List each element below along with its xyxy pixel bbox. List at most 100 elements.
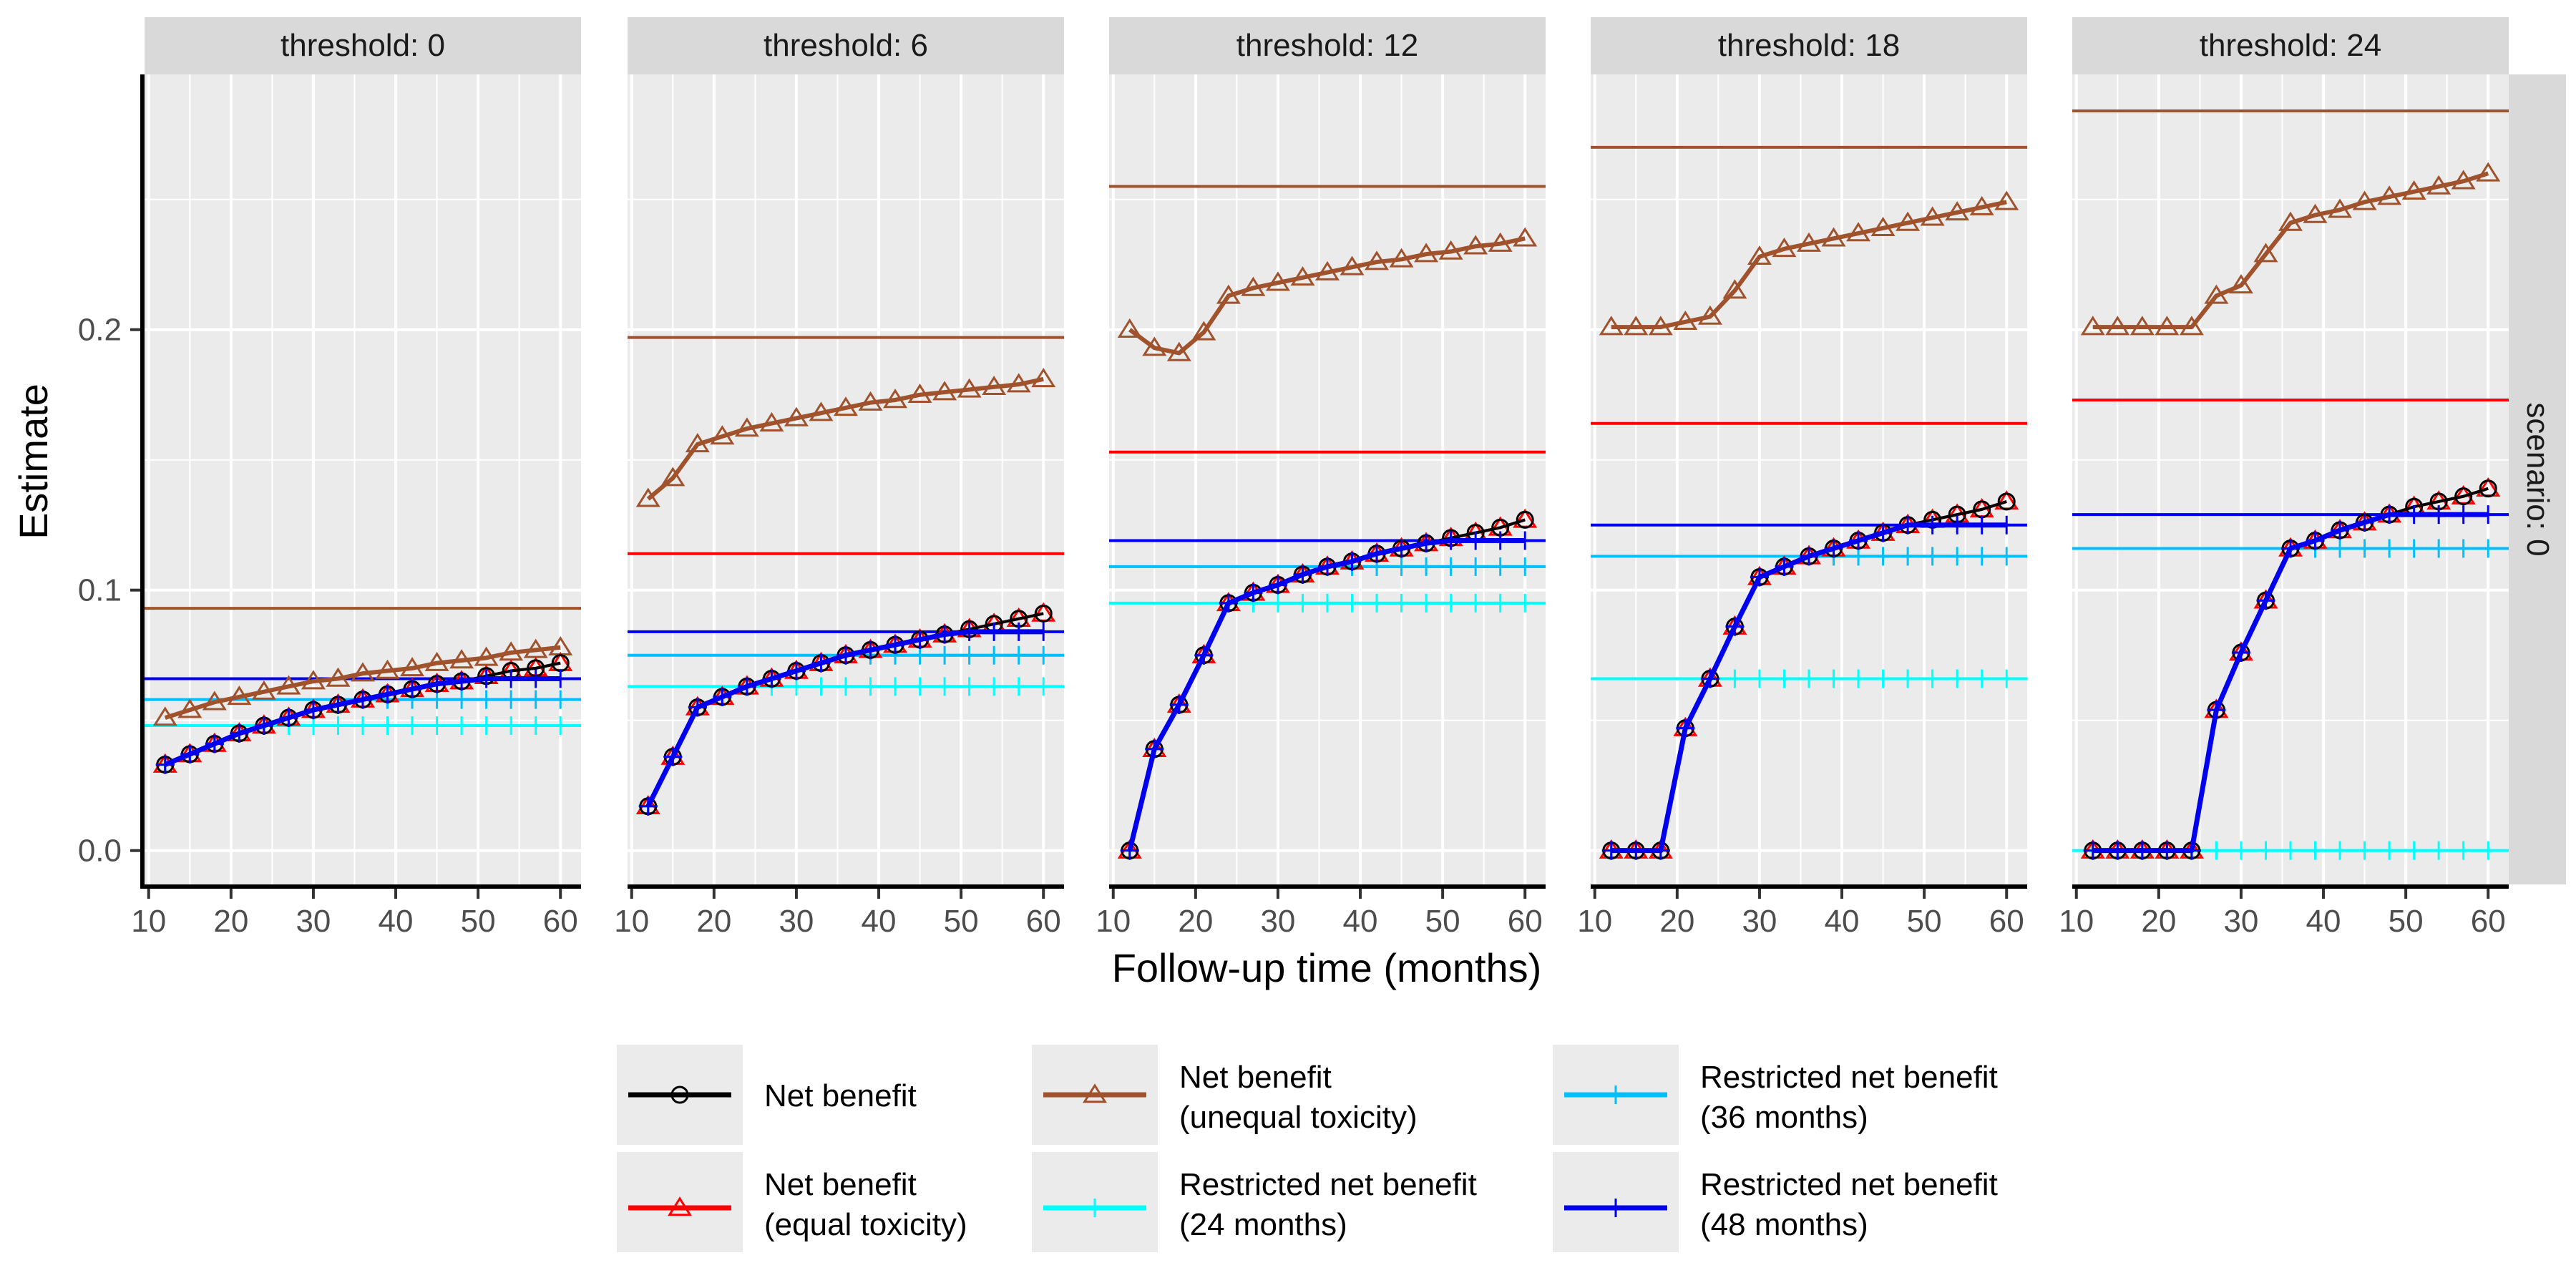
point-nb_uneq [734, 417, 759, 437]
point-nb_uneq [2303, 203, 2328, 223]
point-nb_uneq [2155, 316, 2180, 336]
point-rnb48 [762, 669, 781, 688]
point-rnb48 [2479, 505, 2498, 525]
series-nb_uneq [1599, 190, 2019, 336]
point-rnb24 [303, 716, 323, 735]
point-rnb24 [378, 716, 397, 735]
point-rnb48 [2182, 841, 2201, 860]
point-rnb24 [1898, 669, 1918, 688]
point-rnb36 [502, 690, 521, 709]
point-rnb36 [2429, 539, 2449, 558]
point-nb_uneq [1117, 318, 1142, 338]
point-rnb48 [353, 690, 372, 709]
x-tick-label: 50 [1907, 904, 1942, 939]
x-tick-label: 40 [1825, 904, 1860, 939]
point-rnb48 [713, 687, 732, 706]
point-nb_uneq [1697, 305, 1722, 325]
point-nb [1997, 492, 2016, 511]
strip-background [1109, 17, 1546, 74]
series-nb_uneq [1117, 227, 1538, 361]
point-nb_uneq [685, 433, 710, 453]
point-rnb48 [1923, 515, 1942, 535]
legend-item-nb_eq: Net benefit (equal toxicity) [617, 1152, 967, 1252]
point-rnb24 [1417, 593, 1436, 613]
point-nb_uneq [2377, 185, 2402, 205]
point-rnb48 [2331, 520, 2350, 540]
point-rnb36 [551, 690, 570, 709]
point-rnb48 [2355, 513, 2374, 532]
x-tick-label: 30 [2223, 904, 2258, 939]
point-nb_uneq [2105, 316, 2130, 336]
point-rnb24 [861, 677, 880, 696]
point-rnb24 [2331, 841, 2350, 860]
point-rnb24 [1775, 669, 1794, 688]
series-rnb48 [638, 622, 1053, 816]
point-nb_uneq [2328, 198, 2353, 218]
strip-background [2072, 17, 2509, 74]
point-rnb36 [1849, 547, 1868, 566]
point-nb_uneq [1389, 248, 1414, 268]
legend-label: (48 months) [1700, 1207, 1868, 1242]
point-nb_uneq [710, 425, 735, 445]
point-rnb36 [477, 690, 496, 709]
point-nb_uneq [350, 662, 376, 682]
point-nb_uneq [1290, 266, 1315, 286]
point-rnb24 [836, 677, 855, 696]
point-rnb48 [737, 677, 756, 696]
x-tick-label: 60 [1508, 904, 1543, 939]
point-nb_uneq [858, 391, 883, 411]
point-rnb24 [2454, 841, 2473, 860]
y-tick-label: 0.0 [78, 834, 122, 869]
panel-threshold-3 [1591, 74, 2027, 884]
legend-label: Net benefit [764, 1167, 917, 1202]
point-rnb48 [1268, 575, 1287, 595]
legend-label: (36 months) [1700, 1100, 1868, 1135]
panel-threshold-1 [628, 74, 1064, 884]
point-nb_uneq [1365, 250, 1390, 270]
legend-key-marker [1085, 1199, 1104, 1217]
point-rnb36 [2380, 539, 2399, 558]
point-nb_uneq [1870, 216, 1896, 237]
point-rnb48 [1219, 593, 1238, 613]
point-nb_uneq [2401, 180, 2426, 200]
legend-label: Restricted net benefit [1179, 1167, 1477, 1202]
point-rnb36 [1516, 557, 1535, 576]
point-rnb24 [427, 716, 447, 735]
legend-item-nb: Net benefit [617, 1045, 917, 1145]
point-rnb48 [2404, 505, 2424, 525]
point-rnb36 [1034, 645, 1053, 665]
point-rnb24 [1800, 669, 1818, 688]
point-rnb24 [1367, 593, 1387, 613]
series-nb_uneq [152, 635, 573, 726]
x-tick-label: 20 [1659, 904, 1694, 939]
point-nb_uneq [1994, 190, 2019, 210]
point-rnb24 [1441, 593, 1460, 613]
point-rnb36 [1972, 547, 1991, 566]
x-axis-panel-4: 10 20 30 40 50 60 [2059, 884, 2509, 939]
point-rnb36 [2454, 539, 2473, 558]
point-nb_uneq [227, 686, 252, 706]
point-nb_uneq [251, 680, 276, 700]
point-nb_uneq [1969, 195, 1994, 215]
point-rnb36 [2479, 539, 2498, 558]
y-tick-label: 0.1 [78, 573, 122, 608]
point-nb_uneq [152, 706, 177, 726]
point-rnb48 [1145, 739, 1164, 758]
point-rnb48 [1034, 622, 1053, 641]
x-tick-label: 50 [461, 904, 496, 939]
point-rnb48 [2380, 505, 2399, 525]
legend-label: (unequal toxicity) [1179, 1100, 1418, 1135]
point-rnb24 [403, 716, 422, 735]
point-rnb36 [1923, 547, 1942, 566]
point-rnb48 [1516, 531, 1535, 550]
point-rnb24 [2479, 841, 2498, 860]
point-nb_uneq [2204, 284, 2229, 304]
point-rnb48 [452, 672, 472, 691]
point-rnb24 [452, 716, 472, 735]
point-rnb48 [1849, 531, 1868, 550]
point-rnb24 [1923, 669, 1942, 688]
point-rnb24 [2404, 841, 2424, 860]
point-rnb24 [811, 677, 831, 696]
point-nb_uneq [1624, 316, 1649, 336]
